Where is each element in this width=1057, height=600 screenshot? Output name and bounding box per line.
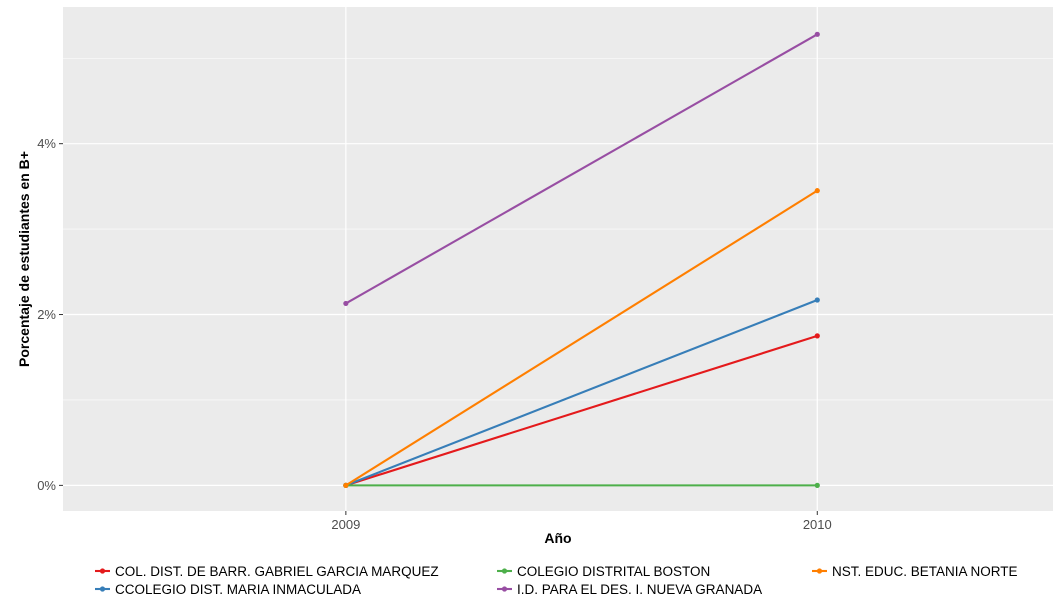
legend-label: NST. EDUC. BETANIA NORTE <box>832 564 1018 579</box>
data-point <box>343 300 349 307</box>
legend-item: NST. EDUC. BETANIA NORTE <box>812 564 1018 579</box>
data-point <box>814 297 820 303</box>
legend-item: COLEGIO DISTRITAL BOSTON <box>497 564 710 579</box>
series-layer <box>343 31 820 488</box>
legend-label: COLEGIO DISTRITAL BOSTON <box>517 564 710 579</box>
legend-label: CCOLEGIO DIST. MARIA INMACULADA <box>115 582 361 597</box>
legend-key-point <box>816 568 823 574</box>
series-line <box>345 189 818 487</box>
plot-panel <box>63 7 1053 511</box>
legend-key-point <box>501 586 508 592</box>
y-tick-label: 2% <box>37 307 56 322</box>
series <box>343 188 820 488</box>
data-point <box>343 482 349 488</box>
x-tick-label: 2010 <box>803 517 832 532</box>
series-line <box>345 33 818 305</box>
legend-item: CCOLEGIO DIST. MARIA INMACULADA <box>95 582 361 597</box>
data-point <box>814 333 820 339</box>
legend-key-point <box>99 568 106 574</box>
x-axis: 2009 2010 <box>331 511 832 532</box>
x-tick-label: 2009 <box>331 517 360 532</box>
legend: COL. DIST. DE BARR. GABRIEL GARCIA MARQU… <box>95 564 1018 597</box>
y-tick-label: 0% <box>37 478 56 493</box>
grid-lines <box>63 7 1053 511</box>
series-line <box>345 334 818 487</box>
legend-key-point <box>99 586 106 592</box>
series <box>343 31 820 307</box>
series-line <box>345 299 818 487</box>
y-tick-label: 4% <box>37 136 56 151</box>
legend-item: I.D. PARA EL DES. I. NUEVA GRANADA <box>497 582 762 597</box>
legend-label: COL. DIST. DE BARR. GABRIEL GARCIA MARQU… <box>115 564 439 579</box>
legend-label: I.D. PARA EL DES. I. NUEVA GRANADA <box>517 582 762 597</box>
x-axis-title: Año <box>544 530 571 546</box>
data-point <box>814 188 820 194</box>
data-point <box>814 482 820 488</box>
data-point <box>814 31 820 37</box>
legend-item: COL. DIST. DE BARR. GABRIEL GARCIA MARQU… <box>95 564 439 579</box>
y-axis-title: Porcentaje de estudiantes en B+ <box>16 151 32 367</box>
y-axis: 0% 2% 4% <box>37 136 63 493</box>
legend-key-point <box>501 568 508 574</box>
